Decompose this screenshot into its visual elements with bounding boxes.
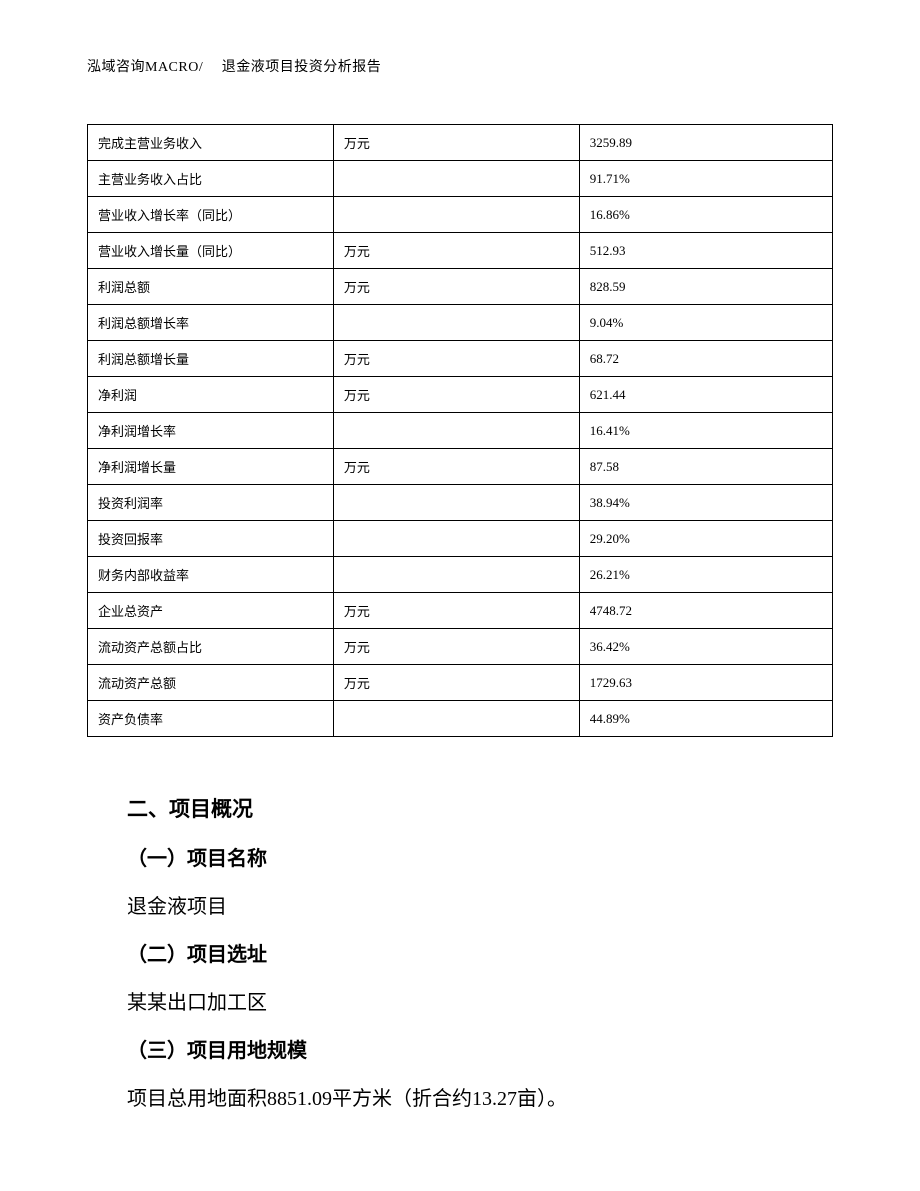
table-cell-unit: 万元: [333, 125, 579, 161]
table-row: 净利润增长量万元87.58: [88, 449, 833, 485]
table-row: 营业收入增长量（同比）万元512.93: [88, 233, 833, 269]
table-cell-label: 利润总额增长率: [88, 305, 334, 341]
table-cell-unit: 万元: [333, 449, 579, 485]
table-cell-unit: 万元: [333, 665, 579, 701]
table-row: 财务内部收益率 26.21%: [88, 557, 833, 593]
table-cell-label: 资产负债率: [88, 701, 334, 737]
table-cell-unit: [333, 305, 579, 341]
table-cell-label: 利润总额: [88, 269, 334, 305]
sub-heading: （二）项目选址: [127, 931, 833, 979]
table-cell-value: 621.44: [579, 377, 832, 413]
table-row: 净利润增长率 16.41%: [88, 413, 833, 449]
table-cell-value: 16.41%: [579, 413, 832, 449]
table-cell-label: 利润总额增长量: [88, 341, 334, 377]
table-cell-unit: 万元: [333, 593, 579, 629]
table-row: 利润总额增长率 9.04%: [88, 305, 833, 341]
table-row: 流动资产总额万元1729.63: [88, 665, 833, 701]
table-row: 主营业务收入占比 91.71%: [88, 161, 833, 197]
table-row: 完成主营业务收入万元3259.89: [88, 125, 833, 161]
table-cell-value: 26.21%: [579, 557, 832, 593]
table-cell-label: 主营业务收入占比: [88, 161, 334, 197]
table-cell-value: 38.94%: [579, 485, 832, 521]
table-cell-value: 29.20%: [579, 521, 832, 557]
table-cell-label: 投资回报率: [88, 521, 334, 557]
table-cell-value: 9.04%: [579, 305, 832, 341]
table-cell-unit: 万元: [333, 233, 579, 269]
body-text: 某某出口加工区: [127, 979, 833, 1027]
table-cell-label: 企业总资产: [88, 593, 334, 629]
table-cell-label: 营业收入增长率（同比）: [88, 197, 334, 233]
table-cell-unit: 万元: [333, 269, 579, 305]
table-cell-label: 投资利润率: [88, 485, 334, 521]
table-cell-label: 完成主营业务收入: [88, 125, 334, 161]
table-cell-unit: [333, 701, 579, 737]
content-section: 二、项目概况 （一）项目名称退金液项目（二）项目选址某某出口加工区（三）项目用地…: [87, 785, 833, 1123]
table-cell-unit: [333, 521, 579, 557]
table-cell-value: 16.86%: [579, 197, 832, 233]
table-row: 投资利润率 38.94%: [88, 485, 833, 521]
table-row: 投资回报率 29.20%: [88, 521, 833, 557]
table-cell-value: 828.59: [579, 269, 832, 305]
sub-heading: （三）项目用地规模: [127, 1027, 833, 1075]
table-cell-value: 68.72: [579, 341, 832, 377]
table-cell-unit: [333, 197, 579, 233]
table-row: 净利润万元621.44: [88, 377, 833, 413]
table-row: 利润总额增长量万元68.72: [88, 341, 833, 377]
table-row: 营业收入增长率（同比） 16.86%: [88, 197, 833, 233]
table-cell-unit: 万元: [333, 629, 579, 665]
table-cell-label: 净利润增长率: [88, 413, 334, 449]
table-cell-value: 36.42%: [579, 629, 832, 665]
table-row: 流动资产总额占比万元36.42%: [88, 629, 833, 665]
table-cell-label: 流动资产总额: [88, 665, 334, 701]
table-cell-unit: [333, 485, 579, 521]
table-cell-value: 44.89%: [579, 701, 832, 737]
table-cell-label: 净利润: [88, 377, 334, 413]
table-cell-unit: [333, 557, 579, 593]
table-cell-value: 87.58: [579, 449, 832, 485]
table-cell-label: 净利润增长量: [88, 449, 334, 485]
table-cell-label: 营业收入增长量（同比）: [88, 233, 334, 269]
table-cell-value: 4748.72: [579, 593, 832, 629]
table-cell-value: 91.71%: [579, 161, 832, 197]
table-cell-unit: 万元: [333, 377, 579, 413]
table-row: 资产负债率 44.89%: [88, 701, 833, 737]
table-cell-value: 1729.63: [579, 665, 832, 701]
table-row: 利润总额万元828.59: [88, 269, 833, 305]
section-heading: 二、项目概况: [127, 785, 833, 835]
table-cell-label: 财务内部收益率: [88, 557, 334, 593]
sub-heading: （一）项目名称: [127, 835, 833, 883]
table-cell-value: 3259.89: [579, 125, 832, 161]
document-page: 泓域咨询MACRO/ 退金液项目投资分析报告 完成主营业务收入万元3259.89…: [0, 0, 920, 1123]
financial-data-table: 完成主营业务收入万元3259.89主营业务收入占比91.71%营业收入增长率（同…: [87, 124, 833, 737]
body-text: 退金液项目: [127, 883, 833, 931]
table-cell-unit: 万元: [333, 341, 579, 377]
page-header: 泓域咨询MACRO/ 退金液项目投资分析报告: [87, 56, 833, 76]
table-cell-unit: [333, 161, 579, 197]
table-cell-unit: [333, 413, 579, 449]
table-row: 企业总资产万元4748.72: [88, 593, 833, 629]
body-text: 项目总用地面积8851.09平方米（折合约13.27亩）。: [127, 1075, 833, 1123]
table-cell-value: 512.93: [579, 233, 832, 269]
table-cell-label: 流动资产总额占比: [88, 629, 334, 665]
